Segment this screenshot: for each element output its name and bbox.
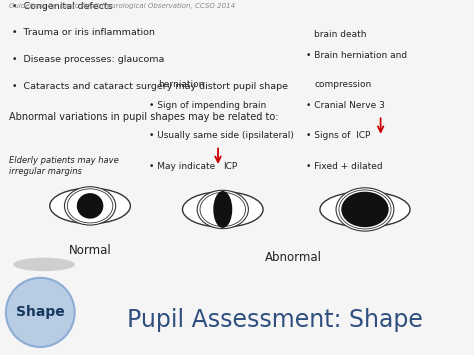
Text: • Fixed + dilated: • Fixed + dilated	[306, 162, 383, 170]
Ellipse shape	[213, 191, 232, 228]
Ellipse shape	[197, 190, 248, 229]
Ellipse shape	[200, 192, 246, 226]
Text: • Sign of impending brain: • Sign of impending brain	[149, 101, 266, 110]
Ellipse shape	[336, 188, 394, 231]
Text: Abnormal: Abnormal	[265, 251, 322, 264]
Text: Normal: Normal	[69, 244, 111, 257]
Text: Pupil Assessment: Shape: Pupil Assessment: Shape	[127, 307, 423, 332]
Text: • Signs of  ICP: • Signs of ICP	[306, 131, 373, 140]
Text: Guidelines for Basic Adult Neurological Observation, CCSO 2014: Guidelines for Basic Adult Neurological …	[9, 3, 236, 9]
Ellipse shape	[339, 190, 391, 229]
Ellipse shape	[13, 258, 75, 271]
Text: • Brain herniation and: • Brain herniation and	[306, 51, 407, 60]
Ellipse shape	[77, 193, 103, 219]
Text: • Usually same side (ipsilateral): • Usually same side (ipsilateral)	[149, 131, 294, 140]
Text: herniation: herniation	[158, 80, 204, 89]
Ellipse shape	[64, 187, 116, 225]
Text: •  Trauma or iris inflammation: • Trauma or iris inflammation	[12, 28, 155, 37]
Text: compression: compression	[314, 80, 372, 89]
Ellipse shape	[67, 189, 113, 223]
Ellipse shape	[320, 192, 410, 227]
Text: •  Disease processes: glaucoma: • Disease processes: glaucoma	[12, 55, 164, 64]
Ellipse shape	[50, 188, 130, 224]
Ellipse shape	[6, 278, 75, 347]
Text: ICP: ICP	[223, 162, 237, 170]
Text: Shape: Shape	[16, 305, 64, 320]
Ellipse shape	[182, 192, 263, 227]
Ellipse shape	[341, 192, 389, 227]
Text: • Cranial Nerve 3: • Cranial Nerve 3	[306, 101, 384, 110]
Text: Elderly patients may have
irregular margins: Elderly patients may have irregular marg…	[9, 156, 119, 176]
Text: brain death: brain death	[314, 30, 367, 39]
Text: • May indicate: • May indicate	[149, 162, 219, 170]
Text: •  Cataracts and cataract surgery may distort pupil shape: • Cataracts and cataract surgery may dis…	[12, 82, 288, 91]
Text: Abnormal variations in pupil shapes may be related to:: Abnormal variations in pupil shapes may …	[9, 112, 279, 122]
Text: •  Congenital defects: • Congenital defects	[12, 2, 113, 11]
